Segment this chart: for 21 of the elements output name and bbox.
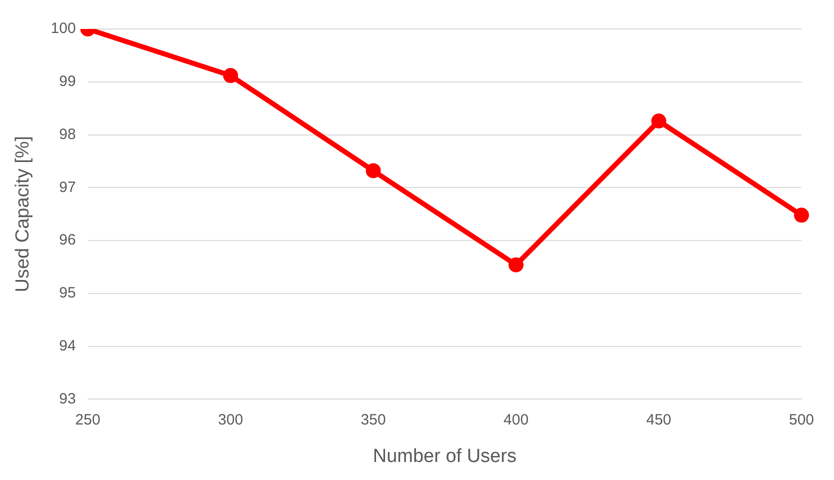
- y-tick-label: 94: [59, 337, 76, 354]
- point: [366, 163, 381, 178]
- y-axis-title: Used Capacity [%]: [12, 136, 34, 292]
- y-tick-label: 93: [59, 390, 76, 408]
- y-tick-label: 98: [59, 126, 76, 143]
- x-tick-label: 350: [360, 411, 386, 428]
- y-tick-label: 100: [50, 20, 76, 38]
- x-axis-title: Number of Users: [372, 446, 516, 467]
- y-tick-label: 99: [59, 73, 76, 90]
- point: [651, 114, 666, 129]
- y-tick-label: 97: [59, 178, 76, 196]
- y-tick-label: 96: [59, 232, 76, 249]
- x-tick-label: 250: [75, 411, 100, 428]
- point: [508, 257, 524, 272]
- x-tick-label: 450: [646, 411, 672, 428]
- point: [794, 208, 809, 223]
- x-tick-label: 400: [504, 411, 529, 428]
- point: [223, 68, 238, 84]
- x-tick-label: 300: [218, 411, 244, 428]
- y-tick-label: 95: [59, 284, 76, 302]
- x-tick-label: 500: [788, 411, 814, 428]
